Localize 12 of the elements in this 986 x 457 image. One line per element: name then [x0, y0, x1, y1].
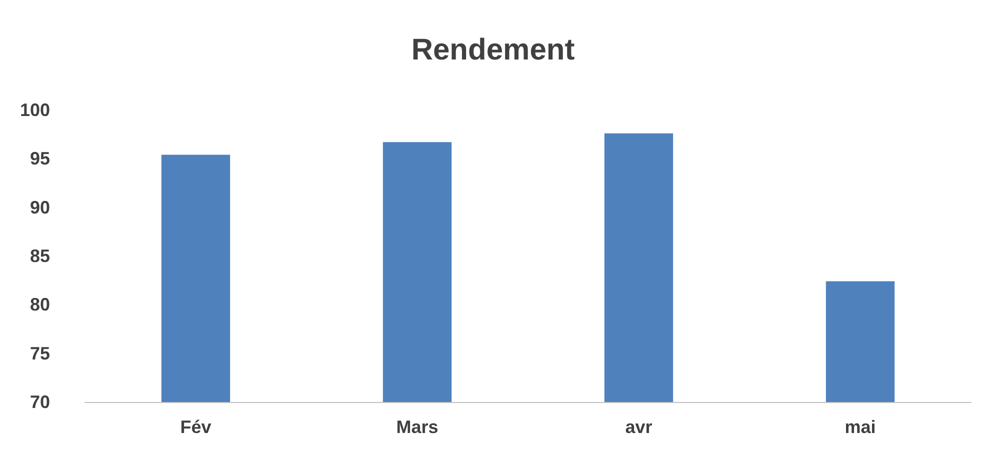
y-tick-label: 75: [30, 343, 50, 364]
y-tick-label: 100: [20, 100, 50, 120]
chart-title: Rendement: [411, 34, 575, 66]
y-tick-label: 70: [30, 392, 50, 412]
y-tick-label: 95: [30, 148, 50, 169]
y-tick-label: 80: [30, 294, 50, 315]
y-tick-label: 90: [30, 197, 50, 218]
x-tick-label: avr: [625, 417, 652, 437]
x-tick-label: mai: [844, 417, 876, 437]
x-tick-label: Mars: [396, 417, 438, 437]
y-tick-label: 85: [30, 246, 50, 266]
x-tick-label: Fév: [180, 417, 212, 437]
